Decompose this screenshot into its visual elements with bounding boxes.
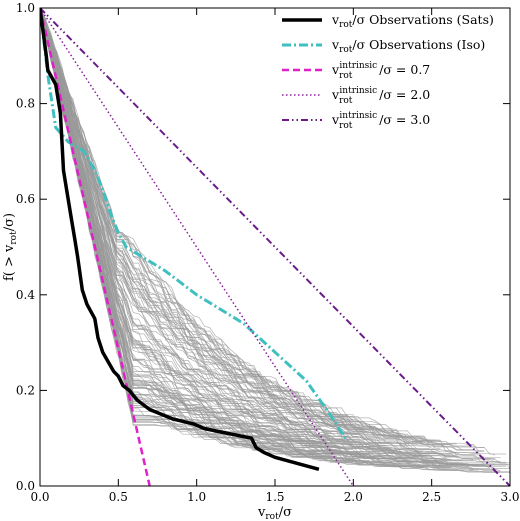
x-tick-label: 3.0 — [500, 490, 519, 504]
simulated-line — [40, 8, 364, 457]
y-axis-label: f( > vrot/σ) — [2, 213, 19, 281]
y-tick-label: 0.6 — [16, 192, 35, 206]
y-tick-label: 0.2 — [16, 383, 35, 397]
simulated-line — [40, 9, 391, 465]
simulated-line — [40, 10, 496, 470]
simulated-line — [40, 8, 479, 453]
legend-label-3: vrotintrinsic/σ = 2.0 — [331, 86, 430, 106]
simulated-band — [40, 8, 510, 473]
y-tick-label: 0.8 — [16, 97, 35, 111]
simulated-line — [40, 8, 419, 452]
simulated-line — [40, 8, 424, 444]
series-line-0 — [40, 8, 320, 471]
y-tick-label: 1.0 — [16, 1, 35, 15]
simulated-line — [40, 8, 369, 462]
x-tick-label: 1.5 — [265, 490, 284, 504]
legend: vrot/σ Observations (Sats) vrot/σ Observa… — [282, 12, 494, 131]
axis-ticks: 0.0 0.5 1.0 1.5 2.0 2.5 3.0 0.0 0.2 0.4 0.6 0.8 1.0 — [16, 1, 520, 504]
series-line-2 — [40, 8, 151, 486]
y-tick-label: 0.4 — [16, 288, 35, 302]
series-line-3 — [40, 8, 354, 486]
x-tick-label: 2.5 — [422, 490, 441, 504]
y-tick-label: 0.0 — [16, 479, 35, 493]
x-tick-label: 0.5 — [109, 490, 128, 504]
simulated-line — [40, 8, 474, 461]
x-axis-label: vrot/σ — [257, 505, 292, 521]
series-line-1 — [40, 8, 347, 440]
simulated-line — [40, 8, 430, 457]
simulated-line — [40, 8, 353, 445]
simulated-line — [40, 14, 507, 463]
legend-label-1: vrot/σ Observations (Iso) — [331, 37, 485, 55]
x-tick-label: 2.0 — [344, 490, 363, 504]
simulated-line — [40, 8, 441, 449]
series-layer — [40, 8, 510, 486]
x-tick-label: 1.0 — [187, 490, 206, 504]
simulated-line — [40, 12, 490, 461]
legend-label-2: vrotintrinsic/σ = 0.7 — [331, 61, 430, 81]
simulated-line — [40, 8, 501, 459]
simulated-line — [40, 14, 359, 429]
simulated-line — [40, 8, 348, 418]
simulated-line — [40, 10, 342, 453]
x-tick-label: 0.0 — [30, 490, 49, 504]
simulated-line — [40, 14, 446, 462]
legend-label-0: vrot/σ Observations (Sats) — [331, 12, 494, 30]
simulated-line — [40, 8, 510, 465]
simulated-line — [40, 11, 353, 441]
simulated-line — [40, 12, 348, 437]
simulated-line — [40, 8, 441, 442]
legend-label-4: vrotintrinsic/σ = 3.0 — [331, 111, 430, 131]
